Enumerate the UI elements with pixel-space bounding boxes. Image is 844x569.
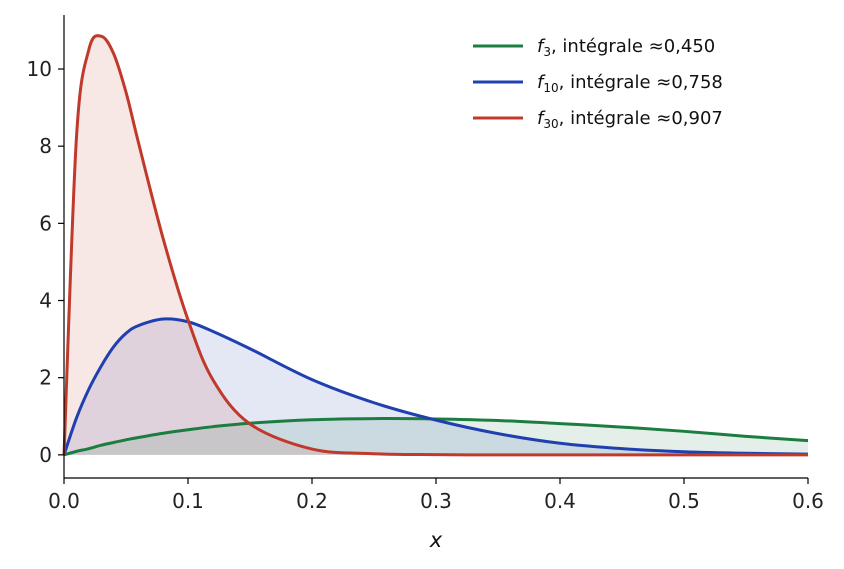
x-tick-label: 0.0 <box>48 489 80 513</box>
x-tick-label: 0.1 <box>172 489 204 513</box>
x-tick-label: 0.4 <box>544 489 576 513</box>
x-tick-label: 0.2 <box>296 489 328 513</box>
x-axis-label: x <box>429 528 443 552</box>
y-tick-label: 10 <box>27 57 52 81</box>
legend-label-f10: f10, intégrale ≈0,758 <box>537 72 723 95</box>
x-tick-label: 0.6 <box>792 489 824 513</box>
x-tick-label: 0.5 <box>668 489 700 513</box>
y-tick-label: 0 <box>39 443 52 467</box>
line-f30 <box>62 34 808 457</box>
legend-label-f3: f3, intégrale ≈0,450 <box>537 36 715 59</box>
legend-label-f30: f30, intégrale ≈0,907 <box>537 108 723 131</box>
area-fills <box>64 35 808 455</box>
y-tick-label: 6 <box>39 211 52 235</box>
x-tick-label: 0.3 <box>420 489 452 513</box>
area-f10 <box>64 318 808 455</box>
x-ticks: 0.0 0.1 0.2 0.3 0.4 0.5 0.6 <box>48 478 824 513</box>
area-f30 <box>64 35 808 455</box>
y-tick-label: 4 <box>39 289 52 313</box>
y-tick-label: 8 <box>39 134 52 158</box>
y-tick-label: 2 <box>39 366 52 390</box>
y-ticks: 0 2 4 6 8 10 <box>27 57 64 467</box>
series-lines <box>62 34 809 457</box>
legend: f3, intégrale ≈0,450 f10, intégrale ≈0,75… <box>473 36 723 131</box>
line-f10 <box>62 317 809 456</box>
line-f3 <box>63 417 809 457</box>
